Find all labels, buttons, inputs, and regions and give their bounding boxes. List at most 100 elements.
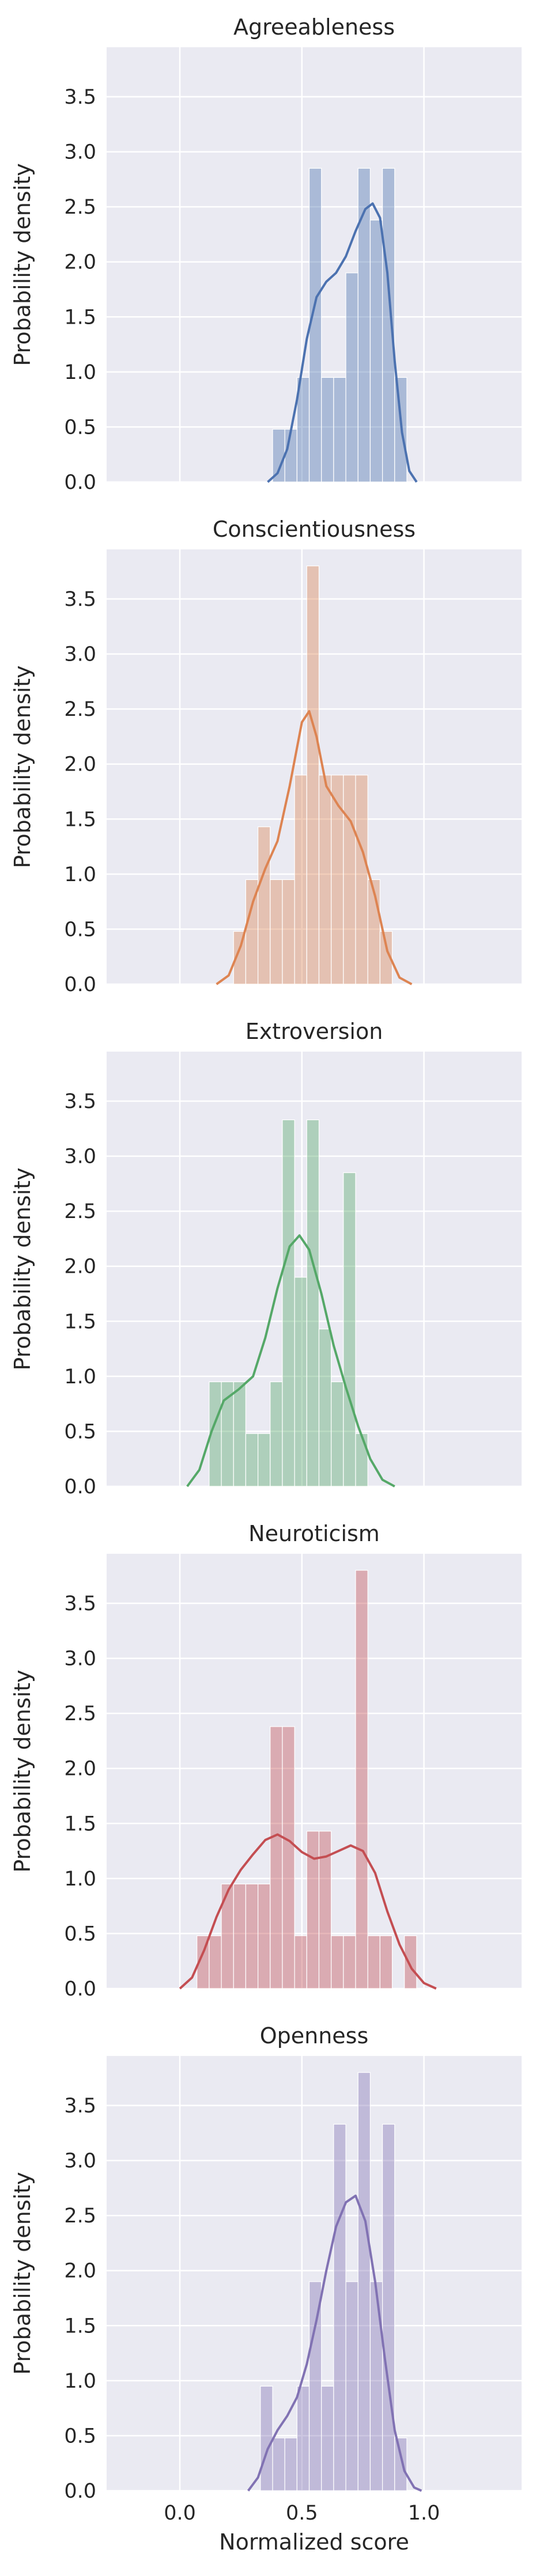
- kde-curve: [247, 2194, 422, 2492]
- histogram-bar: [321, 2385, 334, 2491]
- y-tick-label: 3.5: [64, 588, 96, 611]
- y-axis-label: Probability density: [10, 163, 35, 366]
- y-tick-label: 2.5: [64, 1702, 96, 1725]
- histogram-bar: [294, 775, 307, 985]
- histogram-bar: [257, 826, 271, 985]
- y-tick-label: 3.5: [64, 2095, 96, 2118]
- histogram-bar: [294, 1277, 307, 1487]
- y-tick-label: 2.0: [64, 251, 96, 274]
- y-tick-label: 1.5: [64, 1310, 96, 1333]
- histogram-bar: [321, 377, 334, 483]
- histogram-bar: [345, 2281, 358, 2491]
- y-tick-label: 0.5: [64, 416, 96, 439]
- histogram-bar: [260, 2385, 273, 2491]
- plot-background: [107, 1554, 522, 1989]
- histogram-bar: [270, 879, 283, 985]
- kde-curve: [179, 1833, 437, 1990]
- histogram-bar: [343, 1172, 356, 1487]
- histogram-bar: [318, 775, 332, 985]
- y-tick-label: 3.5: [64, 1592, 96, 1615]
- histogram-bar: [357, 168, 371, 483]
- histogram-bar: [272, 2437, 285, 2491]
- histogram-bar: [306, 1119, 320, 1487]
- kde-curve: [186, 1234, 395, 1488]
- histogram-bar: [404, 1935, 417, 1989]
- y-tick-label: 2.5: [64, 196, 96, 219]
- kde-curve: [216, 710, 413, 985]
- panel-neuroticism: Neuroticism 0.0 0.5 1.0 1.5 2.0 2.5 3.0 3.5 Proba…: [10, 1521, 522, 2001]
- panel-openness: Openness 0.0 0.5 1.0 1.5 2.0 2.5 3.0 3.5 Probabil…: [10, 2023, 522, 2555]
- kde-curve: [267, 202, 418, 483]
- histogram-bar: [282, 879, 295, 985]
- y-axis-label: Probability density: [10, 1670, 35, 1872]
- y-tick-label: 1.5: [64, 1812, 96, 1835]
- y-axis-label: Probability density: [10, 2172, 35, 2374]
- y-tick-label: 0.0: [64, 1978, 96, 2001]
- histogram-bar: [318, 1329, 332, 1487]
- histogram-bar: [369, 219, 383, 483]
- panel-title: Neuroticism: [248, 1521, 380, 1546]
- histogram-bar: [382, 2123, 395, 2491]
- y-tick-label: 1.0: [64, 1868, 96, 1891]
- y-tick-label: 1.0: [64, 1365, 96, 1388]
- histogram-bar: [379, 931, 393, 985]
- y-tick-label: 0.0: [64, 471, 96, 494]
- histogram-bar: [331, 1381, 344, 1487]
- panel-conscientiousness: Conscientiousness 0.0 0.5 1.0 1.5 2.0 2.5 3.0 3.…: [10, 517, 522, 996]
- y-tick-label: 1.0: [64, 361, 96, 384]
- y-tick-label: 1.0: [64, 863, 96, 886]
- y-tick-label: 0.5: [64, 1922, 96, 1945]
- y-tick-label: 2.0: [64, 1758, 96, 1781]
- histogram-bar: [369, 2281, 383, 2491]
- histogram-bar: [282, 1726, 295, 1989]
- y-tick-label: 2.5: [64, 2205, 96, 2228]
- histogram-bar: [355, 1433, 368, 1487]
- histogram-bar: [296, 2385, 310, 2491]
- y-tick-label: 0.5: [64, 1420, 96, 1443]
- y-tick-label: 0.0: [64, 973, 96, 996]
- histogram-bar: [270, 1726, 283, 1989]
- y-tick-label: 3.0: [64, 141, 96, 164]
- histogram-bar: [284, 428, 297, 483]
- x-tick-label: 0.5: [286, 2502, 318, 2525]
- histogram-bar: [357, 2072, 371, 2491]
- histogram-bar: [331, 1935, 344, 1989]
- histogram-bar: [345, 272, 358, 483]
- histogram-bar: [245, 1883, 259, 1989]
- histogram-bar: [233, 1381, 247, 1487]
- histogram-bar: [382, 168, 395, 483]
- y-tick-label: 1.5: [64, 306, 96, 329]
- panel-title: Conscientiousness: [213, 517, 416, 542]
- panel-title: Openness: [260, 2023, 369, 2048]
- histogram-bar: [333, 2123, 346, 2491]
- y-tick-label: 3.0: [64, 1145, 96, 1169]
- histogram-bar: [394, 2437, 407, 2491]
- histogram-bar: [355, 775, 368, 985]
- histogram-bar: [355, 1570, 368, 1989]
- y-tick-label: 0.5: [64, 2425, 96, 2448]
- panel-title: Extroversion: [246, 1019, 383, 1044]
- histogram-bar: [282, 1119, 295, 1487]
- y-tick-label: 2.5: [64, 1200, 96, 1223]
- x-axis-label: Normalized score: [219, 2529, 409, 2555]
- histogram-bar: [343, 775, 356, 985]
- histogram-bar: [333, 377, 346, 483]
- histogram-bar: [272, 428, 285, 483]
- histogram-bar: [379, 1935, 393, 1989]
- y-tick-label: 3.0: [64, 1648, 96, 1671]
- y-tick-label: 3.0: [64, 2150, 96, 2173]
- histogram-bar: [257, 1433, 271, 1487]
- y-axis-label: Probability density: [10, 665, 35, 868]
- histogram-bar: [284, 2437, 297, 2491]
- histogram-bar: [209, 1935, 222, 1989]
- histogram-bar: [318, 1831, 332, 1989]
- x-tick-label: 1.0: [408, 2502, 440, 2525]
- histogram-bar: [257, 1883, 271, 1989]
- y-tick-label: 2.5: [64, 698, 96, 721]
- histogram-bar: [308, 2281, 322, 2491]
- y-tick-label: 2.0: [64, 753, 96, 776]
- panel-title: Agreeableness: [233, 14, 395, 40]
- y-tick-label: 0.0: [64, 1475, 96, 1498]
- x-tick-label: 0.0: [164, 2502, 196, 2525]
